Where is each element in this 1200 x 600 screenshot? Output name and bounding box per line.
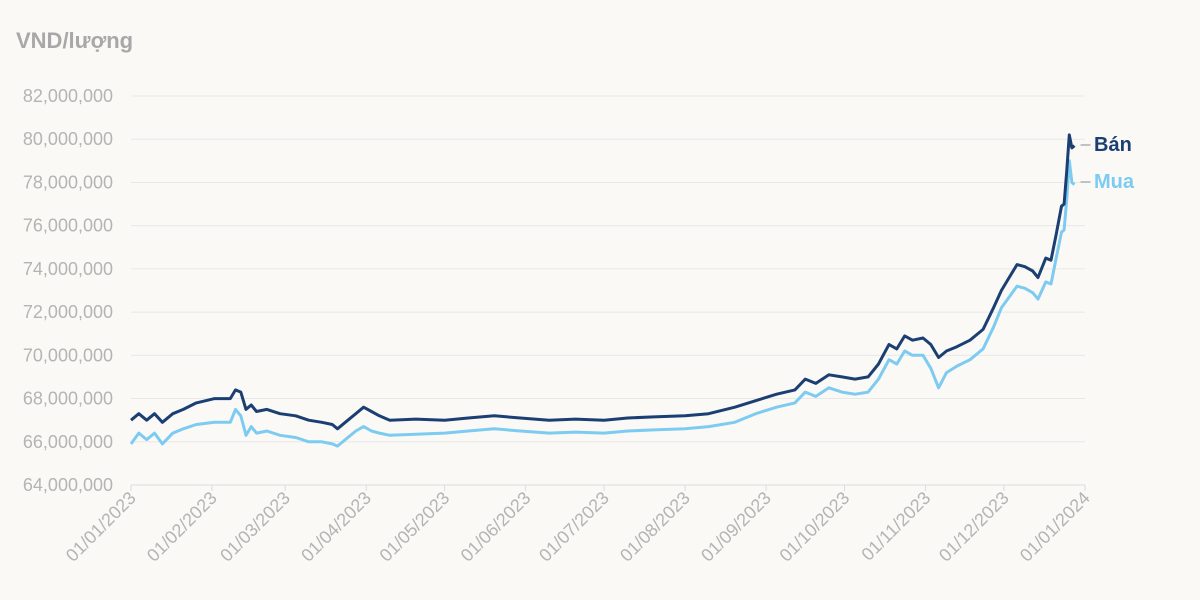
series-line-ban xyxy=(130,133,1076,431)
x-tick-label: 01/02/2023 xyxy=(143,488,221,566)
y-tick-label: 66,000,000 xyxy=(23,432,113,452)
y-tick-label: 80,000,000 xyxy=(23,129,113,149)
series-line-mua xyxy=(129,159,1076,448)
x-tick-label: 01/09/2023 xyxy=(697,488,775,566)
series-labels: Bán Mua xyxy=(1080,134,1135,193)
y-axis-unit-label: VND/lượng xyxy=(16,28,133,53)
x-tick-label: 01/01/2023 xyxy=(62,488,140,566)
y-tick-label: 70,000,000 xyxy=(23,345,113,365)
x-tick-label: 01/01/2024 xyxy=(1016,488,1094,566)
y-axis-ticks: 64,000,000 66,000,000 68,000,000 70,000,000… xyxy=(23,86,113,495)
x-tick-label: 01/03/2023 xyxy=(216,488,294,566)
y-tick-label: 76,000,000 xyxy=(23,216,113,236)
x-tick-label: 01/04/2023 xyxy=(297,488,375,566)
y-tick-label: 82,000,000 xyxy=(23,86,113,106)
y-tick-label: 64,000,000 xyxy=(23,475,113,495)
x-tick-label: 01/07/2023 xyxy=(535,488,613,566)
x-tick-label: 01/12/2023 xyxy=(935,488,1013,566)
gridlines xyxy=(131,95,1085,443)
y-tick-label: 68,000,000 xyxy=(23,389,113,409)
x-tick-label: 01/08/2023 xyxy=(616,488,694,566)
series-label-ban: Bán xyxy=(1094,134,1132,156)
y-tick-label: 74,000,000 xyxy=(23,259,113,279)
y-tick-label: 72,000,000 xyxy=(23,302,113,322)
y-tick-label: 78,000,000 xyxy=(23,172,113,192)
series-lines xyxy=(129,133,1076,448)
x-tick-label: 01/05/2023 xyxy=(376,488,454,566)
x-tick-label: 01/06/2023 xyxy=(457,488,535,566)
series-label-mua: Mua xyxy=(1094,171,1135,193)
x-tick-label: 01/10/2023 xyxy=(776,488,854,566)
x-tick-label: 01/11/2023 xyxy=(857,488,934,565)
